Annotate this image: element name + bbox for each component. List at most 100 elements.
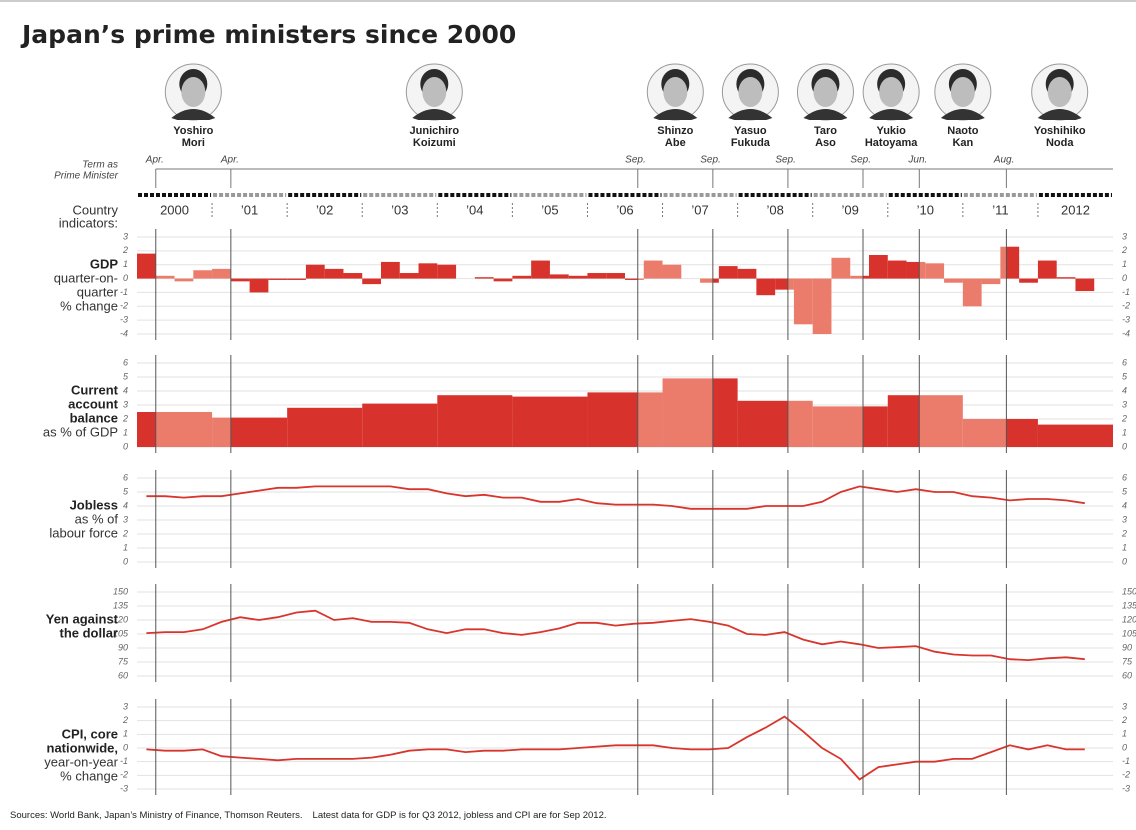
y-tick-label-right: 150 (1122, 586, 1136, 596)
y-tick-label-right: 1 (1122, 259, 1127, 269)
panel-title: CPI, core (62, 726, 118, 741)
pm-first-name: Naoto (947, 125, 978, 137)
bar (362, 278, 381, 285)
indicators-heading: Country (72, 202, 118, 217)
y-tick-label: -4 (120, 328, 128, 338)
bar (230, 417, 288, 447)
bar (1000, 246, 1007, 279)
y-tick-label-right: 120 (1122, 614, 1136, 624)
term-start-label: Apr. (220, 155, 239, 166)
portrait-suit (1037, 109, 1082, 120)
year-label: 2000 (160, 202, 189, 217)
y-tick-label-right: 0 (1122, 273, 1127, 283)
bar (268, 278, 288, 280)
portrait (862, 63, 920, 121)
bar (737, 268, 757, 279)
portrait-face (663, 77, 688, 107)
bar (637, 392, 663, 447)
bar (1006, 419, 1038, 447)
y-tick-label-right: 1 (1122, 542, 1127, 552)
bar (643, 260, 663, 279)
bar (249, 278, 269, 293)
bar (919, 261, 926, 279)
portrait (1031, 63, 1089, 121)
panel-title: Jobless (70, 497, 118, 512)
year-label: ’11 (992, 202, 1008, 217)
indicators-heading: indicators: (59, 215, 118, 230)
y-tick-label: 0 (123, 742, 128, 752)
bar (962, 419, 1007, 447)
bar (944, 278, 963, 283)
bar (324, 268, 344, 279)
bar (212, 417, 231, 447)
term-start-label: Sep. (625, 155, 646, 166)
bar (287, 407, 363, 447)
y-tick-label: 3 (123, 231, 128, 241)
y-tick-label-right: 105 (1122, 628, 1136, 638)
y-tick-label-right: 1 (1122, 427, 1127, 437)
y-tick-label: 90 (118, 642, 128, 652)
year-label: 2012 (1061, 202, 1090, 217)
portrait (646, 63, 704, 121)
panel-title: Yen against (46, 611, 119, 626)
y-tick-label: 75 (118, 656, 129, 666)
portrait-face (950, 77, 975, 107)
y-tick-label-right: 2 (1121, 715, 1127, 725)
bar (812, 406, 863, 447)
y-tick-label: 1 (123, 259, 128, 269)
y-tick-label: 2 (122, 245, 128, 255)
y-tick-label: 2 (122, 715, 128, 725)
bar (137, 253, 156, 279)
bar (1037, 424, 1113, 447)
bar (381, 261, 400, 279)
bar (887, 260, 907, 279)
y-tick-label-right: 5 (1122, 486, 1128, 496)
year-label: ’02 (316, 202, 333, 217)
y-tick-label: 3 (123, 701, 128, 711)
portrait-suit (171, 109, 216, 120)
y-tick-label-right: -1 (1122, 756, 1130, 766)
pm-first-name: Taro (814, 125, 837, 137)
term-start-label: Apr. (145, 155, 164, 166)
y-tick-label: 135 (113, 600, 129, 610)
note-text: Latest data for GDP is for Q3 2012, jobl… (313, 810, 607, 821)
term-start-label: Sep. (700, 155, 721, 166)
bar (831, 257, 851, 279)
pm-last-name: Fukuda (731, 137, 771, 149)
bar (1006, 246, 1020, 279)
y-tick-label: 4 (123, 385, 128, 395)
bar (531, 260, 550, 279)
y-tick-label-right: 4 (1122, 500, 1127, 510)
pm-last-name: Mori (182, 137, 205, 149)
portrait (164, 63, 222, 121)
bar (662, 264, 682, 279)
bar (230, 278, 250, 282)
bar (474, 277, 494, 279)
y-tick-label: -2 (120, 770, 128, 780)
bar (512, 275, 532, 279)
y-tick-label-right: 0 (1122, 556, 1127, 566)
panel-subtitle: year-on-year (44, 754, 118, 769)
year-label: ’09 (842, 202, 859, 217)
y-tick-label: 60 (118, 670, 128, 680)
y-tick-label-right: 90 (1122, 642, 1132, 652)
bar (756, 278, 776, 296)
bar (906, 261, 920, 279)
y-tick-label-right: 6 (1122, 472, 1127, 482)
pm-first-name: Shinzo (657, 125, 693, 137)
bar (1075, 278, 1095, 292)
bar (305, 264, 325, 279)
portrait-face (1047, 77, 1072, 107)
bar (662, 378, 713, 447)
portrait-suit (412, 109, 457, 120)
y-tick-label-right: -4 (1122, 328, 1130, 338)
y-tick-label-right: 60 (1122, 670, 1132, 680)
panel-title: account (68, 396, 119, 411)
panel-subtitle: % change (60, 298, 118, 313)
bar (212, 268, 231, 279)
portrait-face (738, 77, 763, 107)
y-tick-label: 105 (113, 628, 129, 638)
bar (587, 273, 607, 279)
y-tick-label: -1 (120, 756, 128, 766)
